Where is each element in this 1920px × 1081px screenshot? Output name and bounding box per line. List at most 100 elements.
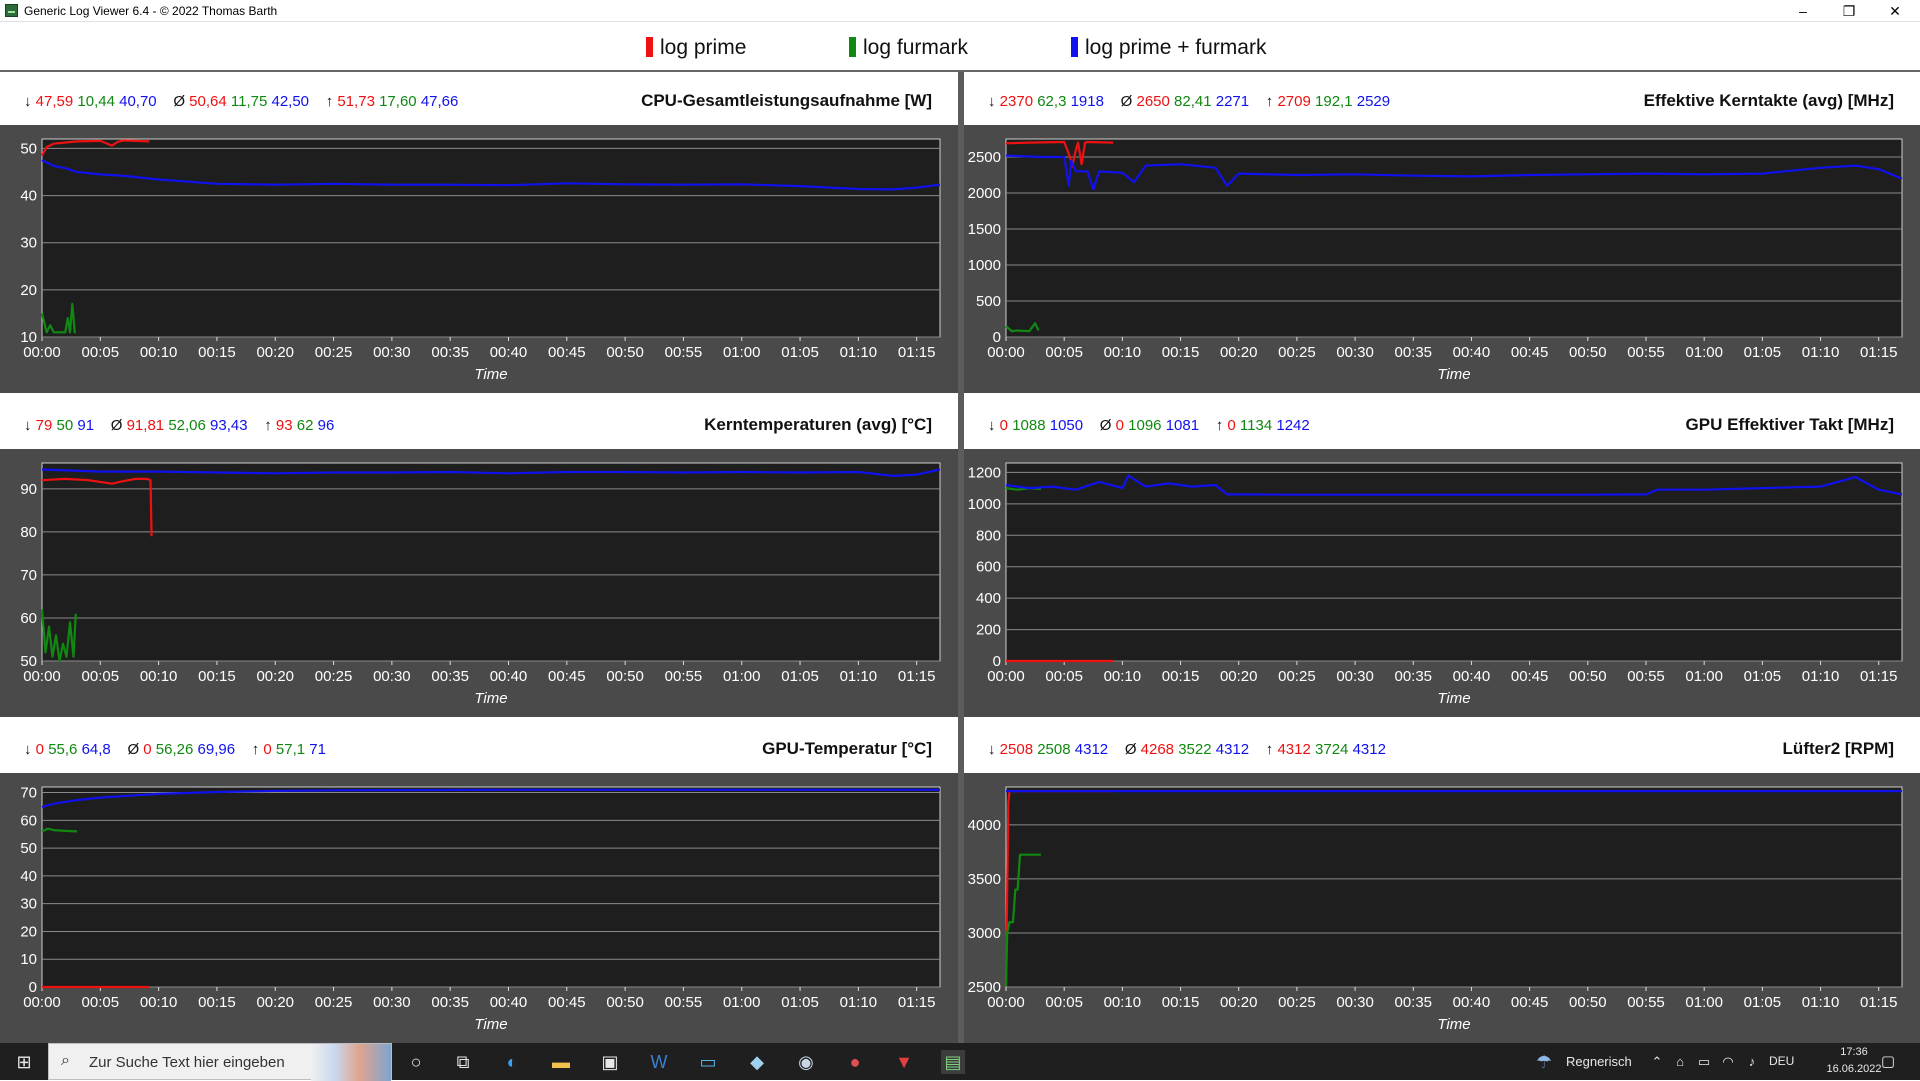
x-tick-label: 01:10 — [840, 668, 878, 685]
app-icon-furmark[interactable]: ● — [849, 1052, 861, 1072]
stat-spacer — [1249, 93, 1266, 110]
stat-max-value: 71 — [309, 741, 326, 758]
chart-svg: 10 20 30 40 50 00:00 00:05 00:10 00:15 00:20 00:25… — [20, 138, 941, 383]
x-tick-label: 00:25 — [1278, 344, 1316, 361]
x-tick-label: 00:05 — [82, 344, 120, 361]
series-line-furmark — [41, 827, 78, 833]
chart-panel-cpu-power: ↓ 47,59 10,44 40,70 Ø 50,64 11,75 42,50 … — [0, 73, 958, 393]
panel-stats: ↓ 2370 62,3 1918 Ø 2650 82,41 2271 ↑ 270… — [988, 93, 1390, 110]
x-tick-label: 01:00 — [723, 344, 761, 361]
x-tick-label: 00:55 — [1627, 668, 1665, 685]
stat-avg-value: 82,41 — [1174, 93, 1216, 110]
y-tick-label: 60 — [20, 610, 37, 627]
series-line-prime — [41, 477, 153, 537]
stat-min-symbol: ↓ — [24, 417, 36, 434]
y-tick-label: 60 — [20, 812, 37, 829]
x-tick-label: 00:35 — [1394, 344, 1432, 361]
y-tick-label: 1200 — [968, 464, 1001, 481]
x-tick-label: 01:10 — [1802, 668, 1840, 685]
minimize-button[interactable]: – — [1799, 3, 1807, 19]
x-tick-label: 00:50 — [1569, 994, 1607, 1011]
app-icon-mail[interactable]: ▣ — [601, 1052, 619, 1072]
app-icon-monitor[interactable]: ▭ — [699, 1052, 717, 1072]
legend-item-prime[interactable]: log prime — [646, 36, 746, 60]
x-tick-label: 00:10 — [140, 668, 178, 685]
steam-icon[interactable]: ◉ — [798, 1052, 814, 1072]
battery-icon[interactable]: ▭ — [1697, 1054, 1711, 1069]
stat-avg-value: 2271 — [1215, 93, 1250, 110]
stat-max-value: 51,73 — [337, 93, 380, 110]
clock-time[interactable]: 17:36 — [1840, 1046, 1868, 1058]
stat-min-value: 0 — [35, 741, 49, 758]
stat-min-value: 2508 — [1037, 741, 1075, 758]
x-tick-label: 00:10 — [140, 994, 178, 1011]
y-tick-label: 10 — [20, 329, 37, 346]
cortana-icon[interactable]: ○ — [410, 1052, 422, 1072]
word-icon[interactable]: W — [650, 1052, 668, 1072]
chart-svg: 2500 3000 3500 4000 00:00 00:05 00:10 00:15 00:2… — [968, 786, 1903, 1033]
x-tick-label: 00:25 — [315, 344, 353, 361]
stat-max-value: 57,1 — [275, 741, 310, 758]
x-tick-label: 00:30 — [373, 344, 411, 361]
y-tick-label: 4000 — [968, 817, 1001, 834]
plot-area — [1005, 462, 1903, 662]
x-tick-label: 00:55 — [665, 344, 703, 361]
stat-max-value: 1242 — [1276, 417, 1310, 434]
x-tick-label: 00:15 — [1162, 994, 1200, 1011]
app-icon-notes[interactable]: ◆ — [750, 1052, 764, 1072]
task-view-icon[interactable]: ⧉ — [456, 1052, 470, 1072]
clock-date[interactable]: 16.06.2022 — [1826, 1063, 1882, 1075]
language-indicator[interactable]: DEU — [1769, 1054, 1795, 1068]
panel-header: ↓ 2508 2508 4312 Ø 4268 3522 4312 ↑ 4312… — [964, 721, 1920, 773]
stat-avg-value: 93,43 — [210, 417, 248, 434]
legend-item-combined[interactable]: log prime + furmark — [1071, 36, 1266, 60]
stat-max-value: 3724 — [1315, 741, 1353, 758]
y-tick-label: 20 — [20, 923, 37, 940]
legend-label: log prime + furmark — [1085, 36, 1267, 59]
taskbar-search-box[interactable]: ⌕ Zur Suche Text hier eingeben — [48, 1043, 392, 1081]
chart-panel-gpu-clock: ↓ 0 1088 1050 Ø 0 1096 1081 ↑ 0 1134 124… — [964, 397, 1920, 717]
stat-spacer — [1104, 93, 1121, 110]
stat-max-value: 93 — [275, 417, 297, 434]
search-icon: ⌕ — [61, 1052, 70, 1069]
x-tick-label: 01:00 — [1685, 994, 1723, 1011]
speaker-icon[interactable]: ♪ — [1748, 1054, 1756, 1069]
stat-max-value: 1134 — [1239, 417, 1277, 434]
restore-button[interactable]: ❐ — [1842, 3, 1856, 19]
series-line-prime — [41, 139, 150, 157]
panel-stats: ↓ 0 55,6 64,8 Ø 0 56,26 69,96 ↑ 0 57,1 7… — [24, 741, 326, 758]
notification-icon[interactable]: ▢ — [1880, 1053, 1896, 1070]
x-tick-label: 00:10 — [140, 344, 178, 361]
edge-icon[interactable]: ◐ — [506, 1052, 518, 1072]
weather-text[interactable]: Regnerisch — [1566, 1054, 1632, 1069]
x-tick-label: 00:50 — [606, 344, 644, 361]
x-tick-label: 00:10 — [1104, 994, 1142, 1011]
x-tick-label: 00:20 — [1220, 994, 1258, 1011]
chart-svg: 50 60 70 80 90 00:00 00:05 00:10 00:15 00:20 00:25… — [20, 462, 941, 707]
legend-item-furmark[interactable]: log furmark — [849, 36, 968, 60]
stat-max-value: 62 — [296, 417, 318, 434]
windows-start-icon[interactable]: ⊞ — [16, 1052, 32, 1072]
network-tray-icon[interactable]: ⌂ — [1676, 1054, 1684, 1069]
stat-avg-value: 2650 — [1136, 93, 1175, 110]
stat-min-value: 55,6 — [48, 741, 82, 758]
panel-divider[interactable] — [958, 72, 964, 1043]
chart-svg: 0 10 20 30 40 50 60 70 00:00 00:05 00:10 00:15 00:20… — [20, 785, 941, 1033]
close-button[interactable]: ✕ — [1889, 3, 1901, 19]
app-icon-hwinfo[interactable]: ▼ — [895, 1052, 913, 1072]
stat-min-value: 50 — [56, 417, 78, 434]
app-icon-log-viewer[interactable]: ▤ — [941, 1050, 965, 1074]
file-explorer-icon[interactable]: ▬ — [552, 1052, 570, 1072]
x-tick-label: 00:30 — [1336, 344, 1374, 361]
x-tick-label: 01:00 — [1685, 668, 1723, 685]
stat-spacer — [235, 741, 252, 758]
stat-spacer — [248, 417, 265, 434]
stat-min-value: 1088 — [1012, 417, 1050, 434]
x-tick-label: 00:45 — [1511, 668, 1549, 685]
x-tick-label: 00:30 — [1336, 668, 1374, 685]
x-tick-label: 00:35 — [1394, 668, 1432, 685]
chart-panel-core-clock: ↓ 2370 62,3 1918 Ø 2650 82,41 2271 ↑ 270… — [964, 73, 1920, 393]
wifi-icon[interactable]: ◠ — [1722, 1054, 1734, 1069]
chevron-up-icon[interactable]: ⌃ — [1651, 1054, 1663, 1069]
x-tick-label: 00:40 — [1453, 344, 1491, 361]
